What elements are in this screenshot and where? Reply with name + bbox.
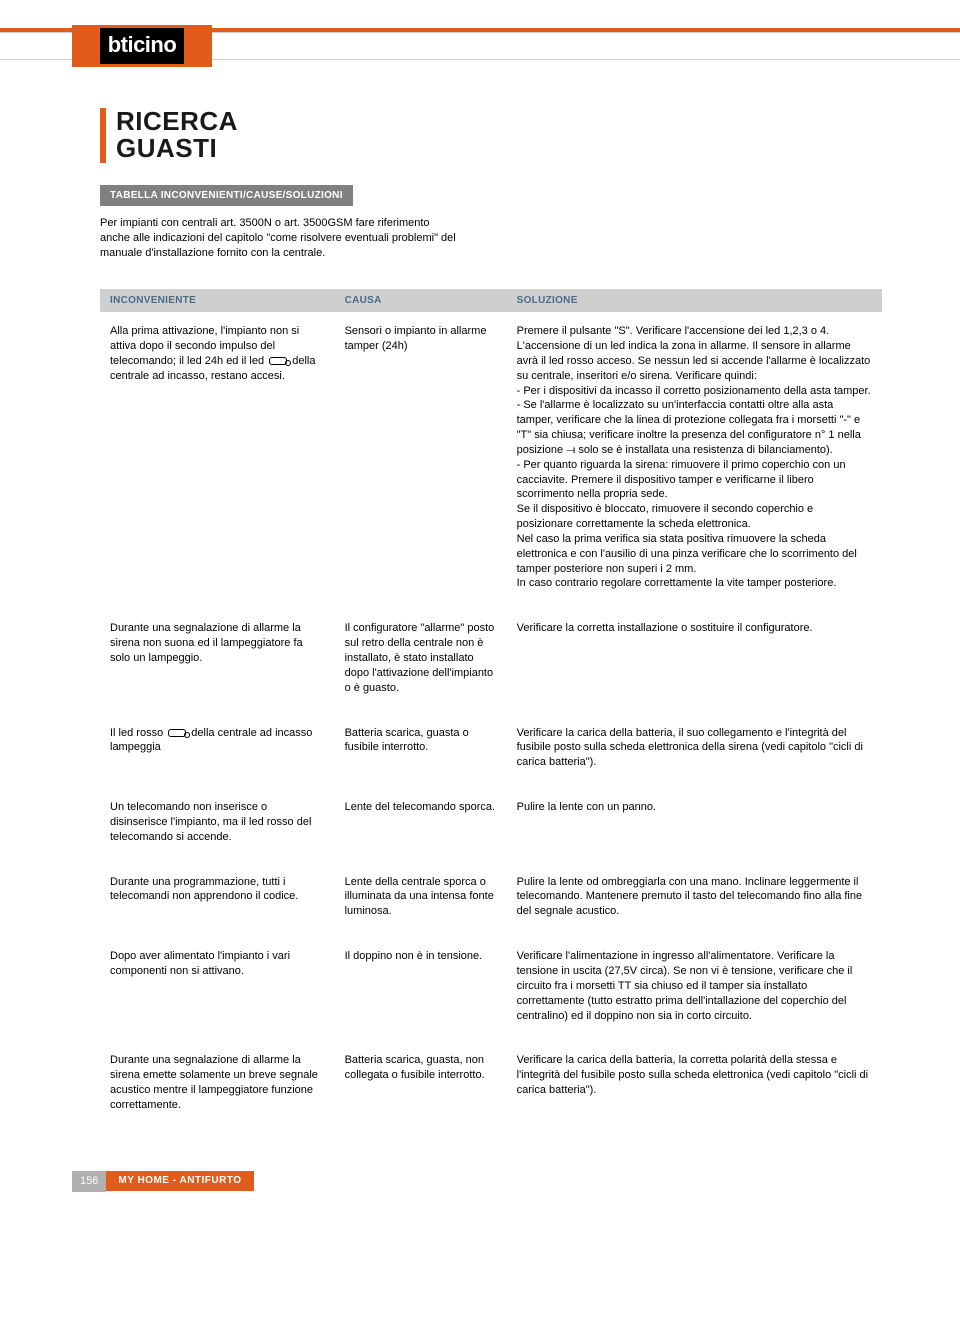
col-header-inconveniente: INCONVENIENTE — [100, 289, 335, 313]
cell-inconveniente: Durante una segnalazione di allarme la s… — [100, 1041, 335, 1130]
table-row: Durante una segnalazione di allarme la s… — [100, 609, 882, 713]
cell-inconveniente: Dopo aver alimentato l'impianto i vari c… — [100, 937, 335, 1041]
cell-causa: Lente del telecomando sporca. — [335, 788, 507, 863]
page-title-line1: RICERCA — [116, 108, 882, 135]
cell-soluzione: Verificare la carica della batteria, il … — [507, 714, 882, 789]
top-rule-lines: bticino — [0, 32, 960, 60]
content-area: RICERCA GUASTI TABELLA INCONVENIENTI/CAU… — [0, 108, 960, 1131]
cell-causa: Il configuratore "allarme" posto sul ret… — [335, 609, 507, 713]
cell-causa: Batteria scarica, guasta o fusibile inte… — [335, 714, 507, 789]
col-header-causa: CAUSA — [335, 289, 507, 313]
table-row: Un telecomando non inserisce o disinseri… — [100, 788, 882, 863]
cell-inconveniente: Il led rosso della centrale ad incasso l… — [100, 714, 335, 789]
cell-inconveniente: Durante una programmazione, tutti i tele… — [100, 863, 335, 938]
cell-soluzione: Verificare l'alimentazione in ingresso a… — [507, 937, 882, 1041]
key-icon — [269, 357, 287, 365]
cell-inconveniente: Un telecomando non inserisce o disinseri… — [100, 788, 335, 863]
cell-inconveniente: Alla prima attivazione, l'impianto non s… — [100, 312, 335, 609]
footer-section-label: MY HOME - ANTIFURTO — [106, 1171, 253, 1191]
cell-causa: Lente della centrale sporca o illuminata… — [335, 863, 507, 938]
brand-logo-text: bticino — [100, 28, 185, 64]
cell-causa: Il doppino non è in tensione. — [335, 937, 507, 1041]
page: bticino RICERCA GUASTI TABELLA INCONVENI… — [0, 28, 960, 1192]
table-row: Alla prima attivazione, l'impianto non s… — [100, 312, 882, 609]
subtitle-bar: TABELLA INCONVENIENTI/CAUSE/SOLUZIONI — [100, 185, 353, 207]
col-header-soluzione: SOLUZIONE — [507, 289, 882, 313]
brand-logo: bticino — [72, 25, 212, 67]
page-number: 156 — [72, 1171, 106, 1192]
table-row: Durante una segnalazione di allarme la s… — [100, 1041, 882, 1130]
cell-soluzione: Verificare la corretta installazione o s… — [507, 609, 882, 713]
table-row: Il led rosso della centrale ad incasso l… — [100, 714, 882, 789]
page-footer: 156 MY HOME - ANTIFURTO — [0, 1171, 960, 1192]
cell-causa: Sensori o impianto in allarme tamper (24… — [335, 312, 507, 609]
cell-inconveniente: Durante una segnalazione di allarme la s… — [100, 609, 335, 713]
table-header-row: INCONVENIENTE CAUSA SOLUZIONE — [100, 289, 882, 313]
table-row: Durante una programmazione, tutti i tele… — [100, 863, 882, 938]
cell-soluzione: Pulire la lente con un panno. — [507, 788, 882, 863]
page-title-line2: GUASTI — [116, 135, 882, 162]
cell-soluzione: Premere il pulsante "S". Verificare l'ac… — [507, 312, 882, 609]
key-icon — [168, 729, 186, 737]
cell-soluzione: Verificare la carica della batteria, la … — [507, 1041, 882, 1130]
intro-paragraph: Per impianti con centrali art. 3500N o a… — [100, 216, 460, 261]
page-title-block: RICERCA GUASTI — [100, 108, 882, 163]
troubleshooting-table: INCONVENIENTE CAUSA SOLUZIONE Alla prima… — [100, 289, 882, 1131]
table-row: Dopo aver alimentato l'impianto i vari c… — [100, 937, 882, 1041]
cell-soluzione: Pulire la lente od ombreggiarla con una … — [507, 863, 882, 938]
cell-causa: Batteria scarica, guasta, non collegata … — [335, 1041, 507, 1130]
